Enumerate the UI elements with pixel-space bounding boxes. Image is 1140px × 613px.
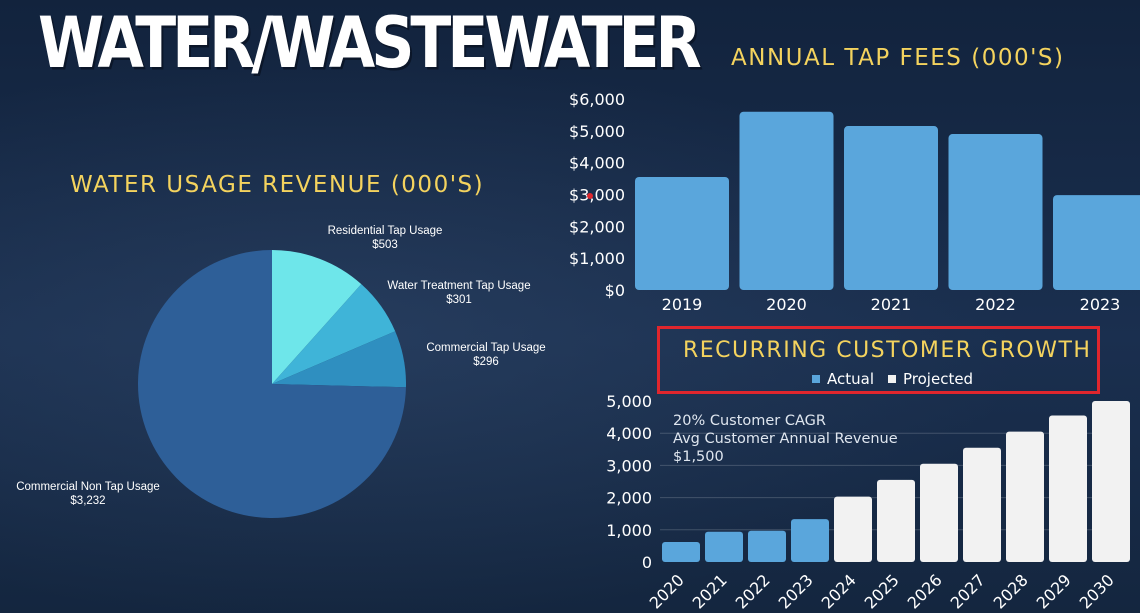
growth-bar (705, 531, 743, 562)
y-tick-label: 1,000 (606, 521, 652, 540)
x-tick-label: 2022 (732, 570, 774, 612)
x-tick-label: 2019 (662, 295, 703, 314)
x-tick-label: 2029 (1033, 570, 1075, 612)
pie-slice-label: Commercial Non Tap Usage (16, 481, 160, 493)
page-title: WATER/WASTEWATER (38, 2, 702, 85)
y-tick-label: $2,000 (569, 217, 625, 236)
x-tick-label: 2024 (818, 570, 860, 612)
legend-swatch-projected (888, 375, 896, 383)
growth-bar (920, 463, 958, 562)
growth-bar (1092, 401, 1130, 562)
tap-fee-bar (844, 126, 938, 290)
y-tick-label: $3,000 (569, 186, 625, 205)
growth-bar (1006, 431, 1044, 562)
x-tick-label: 2030 (1076, 570, 1118, 612)
tap-fee-bar (1053, 195, 1140, 290)
x-tick-label: 2022 (975, 295, 1016, 314)
pie-slice-value: $301 (446, 294, 472, 306)
growth-highlight-box (657, 326, 1100, 394)
y-tick-label: 2,000 (606, 489, 652, 508)
tap-fees-chart-title: ANNUAL TAP FEES (000'S) (731, 45, 1065, 71)
growth-bar (963, 447, 1001, 562)
growth-bar (662, 542, 700, 562)
growth-bar (748, 530, 786, 562)
legend-item-actual: Actual (812, 370, 874, 388)
x-tick-label: 2020 (646, 570, 688, 612)
legend-label-projected: Projected (903, 370, 974, 388)
tap-fee-bar (635, 176, 729, 290)
pie-slice-label: Water Treatment Tap Usage (387, 280, 530, 292)
pie-slice (272, 331, 407, 388)
pie-slice (272, 250, 362, 384)
growth-chart-title: RECURRING CUSTOMER GROWTH (683, 338, 1092, 363)
pie-slice-value: $296 (473, 356, 499, 368)
pie-slice-label: Residential Tap Usage (328, 225, 443, 237)
y-tick-label: 4,000 (606, 424, 652, 443)
legend-label-actual: Actual (827, 370, 874, 388)
y-tick-label: $1,000 (569, 249, 625, 268)
pie-chart-title: WATER USAGE REVENUE (000'S) (70, 172, 485, 198)
x-tick-label: 2025 (861, 570, 903, 612)
growth-bar (1049, 415, 1087, 562)
growth-bar (791, 519, 829, 562)
legend-item-projected: Projected (888, 370, 973, 388)
x-tick-label: 2026 (904, 570, 946, 612)
growth-bar (834, 496, 872, 562)
pie-slice-value: $3,232 (70, 495, 105, 507)
legend-swatch-actual (812, 375, 820, 383)
tap-fee-bar (739, 111, 834, 290)
y-tick-label: $5,000 (569, 122, 625, 141)
annotation-revenue-value: $1,500 (673, 449, 724, 465)
x-tick-label: 2021 (689, 570, 731, 612)
y-tick-label: $6,000 (569, 90, 625, 109)
x-tick-label: 2027 (947, 570, 989, 612)
pie-slice-value: $503 (372, 239, 398, 251)
x-tick-label: 2021 (871, 295, 912, 314)
y-tick-label: 3,000 (606, 456, 652, 475)
y-tick-label: $0 (605, 281, 625, 300)
annotation-avg-revenue: Avg Customer Annual Revenue (673, 431, 898, 447)
x-tick-label: 2020 (766, 295, 807, 314)
pie-slice (138, 250, 406, 518)
growth-bar (877, 479, 915, 562)
growth-legend: Actual Projected (812, 370, 973, 388)
y-tick-label: 5,000 (606, 392, 652, 411)
growth-annotation: 20% Customer CAGR Avg Customer Annual Re… (673, 412, 898, 466)
pie-slice-label: Commercial Tap Usage (426, 342, 545, 354)
y-tick-label: 0 (642, 553, 652, 572)
marker-dot (587, 193, 593, 199)
x-tick-label: 2023 (775, 570, 817, 612)
x-tick-label: 2023 (1080, 295, 1121, 314)
y-tick-label: $4,000 (569, 154, 625, 173)
annotation-cagr: 20% Customer CAGR (673, 413, 826, 429)
pie-slice (272, 284, 396, 384)
x-tick-label: 2028 (990, 570, 1032, 612)
tap-fee-bar (948, 134, 1043, 290)
